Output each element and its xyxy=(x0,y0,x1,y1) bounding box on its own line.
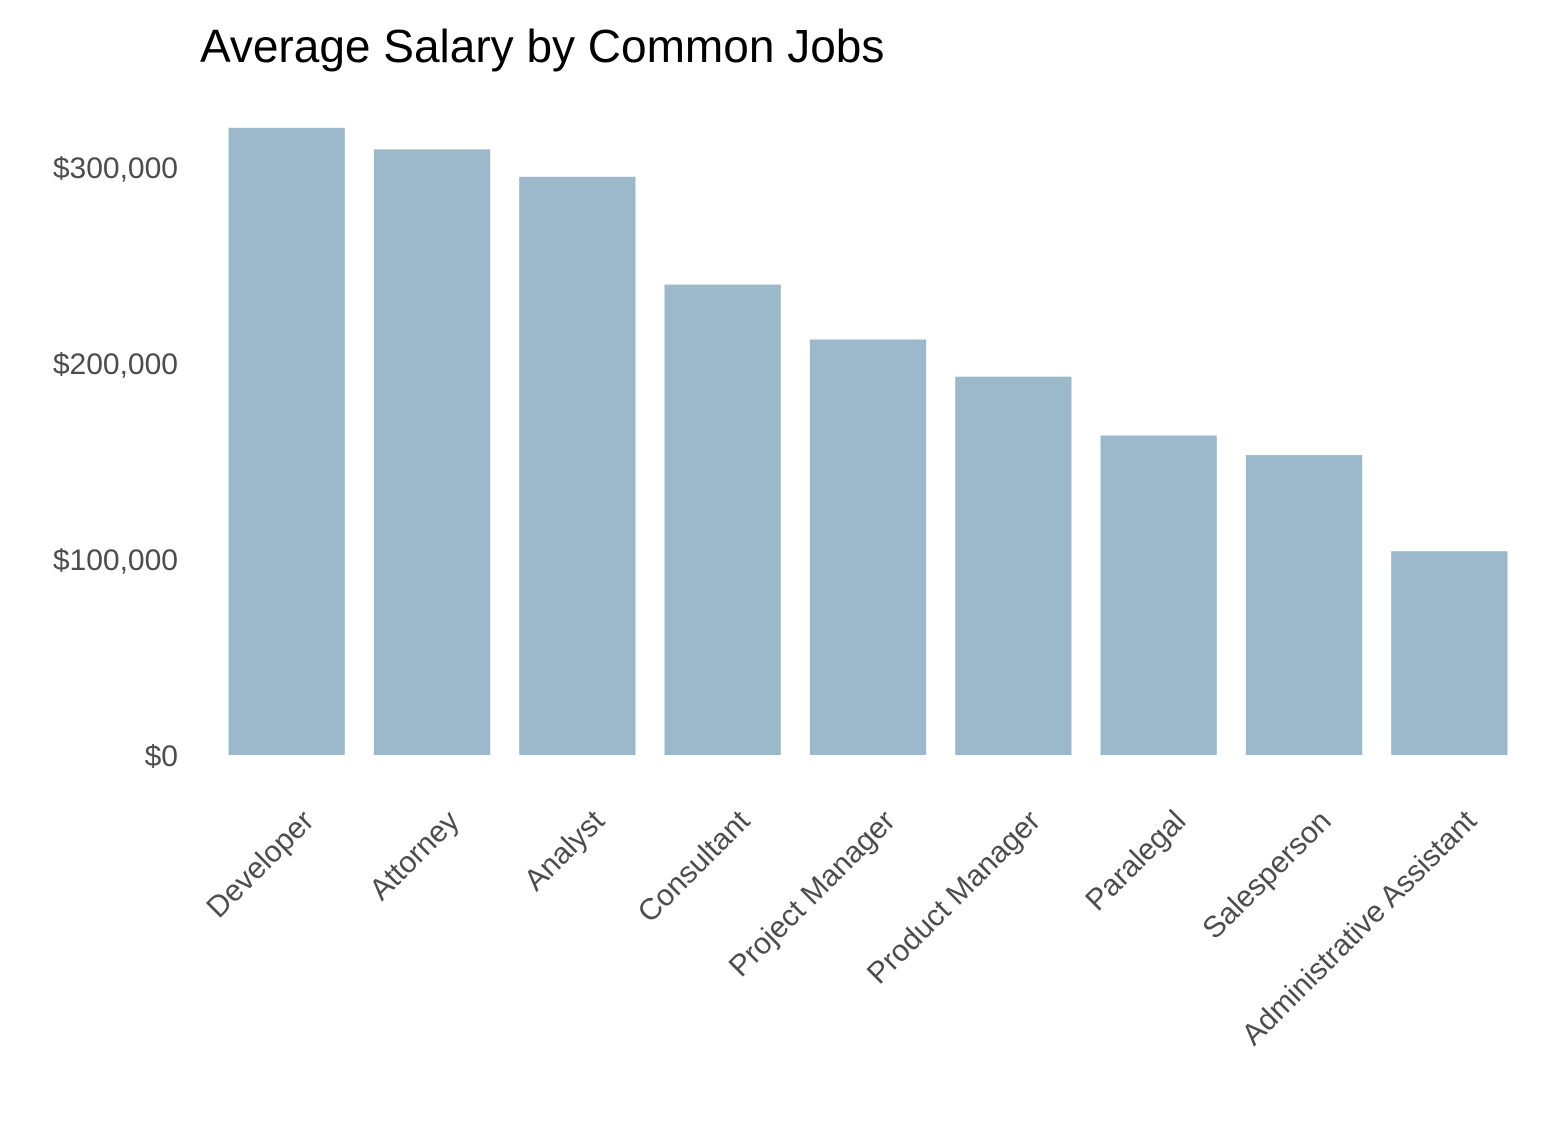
chart-title: Average Salary by Common Jobs xyxy=(200,20,885,72)
y-tick-label: $0 xyxy=(145,740,178,773)
bars-group xyxy=(228,127,1508,756)
x-tick-label: Administrative Assistant xyxy=(1236,804,1484,1052)
bar-developer xyxy=(228,127,345,756)
x-tick-label: Consultant xyxy=(632,804,757,929)
x-tick-label: Attorney xyxy=(363,804,465,906)
bar-attorney xyxy=(373,149,491,755)
y-tick-label: $300,000 xyxy=(53,152,178,185)
y-tick-label: $100,000 xyxy=(53,544,178,577)
x-tick-label: Paralegal xyxy=(1079,804,1192,917)
y-axis-tick-labels: $0 $100,000 $200,000 $300,000 xyxy=(53,152,178,773)
bar-salesperson xyxy=(1245,455,1363,755)
bar-project-manager xyxy=(809,339,927,755)
bar-product-manager xyxy=(955,376,1072,755)
bar-paralegal xyxy=(1100,435,1217,755)
x-axis-tick-labels: Developer Attorney Analyst ConsultantProjec… xyxy=(200,804,1483,1052)
y-tick-label: $200,000 xyxy=(53,348,178,381)
x-tick-label: Developer xyxy=(200,804,320,924)
bar-consultant xyxy=(664,284,781,755)
x-tick-label: Salesperson xyxy=(1196,804,1337,945)
bar-administrative-assistant xyxy=(1391,551,1508,755)
bar-analyst xyxy=(519,176,636,756)
x-tick-label: Analyst xyxy=(518,804,611,897)
